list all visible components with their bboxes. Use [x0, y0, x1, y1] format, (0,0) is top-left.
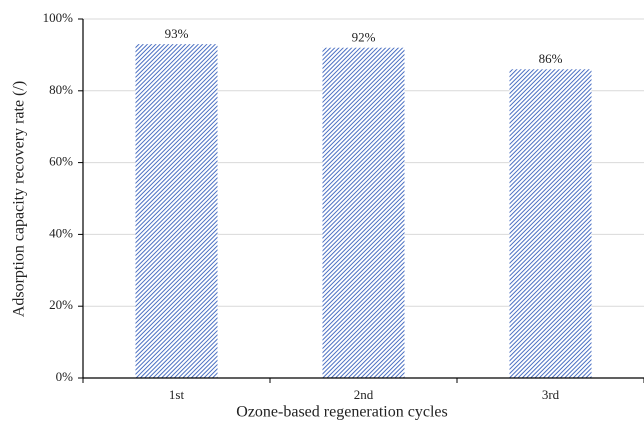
data-label: 92%	[352, 30, 376, 45]
y-tick-label: 40%	[49, 225, 73, 240]
y-tick-label: 20%	[49, 297, 73, 312]
x-axis-title: Ozone-based regeneration cycles	[236, 404, 447, 421]
y-tick-label: 100%	[43, 10, 74, 25]
bar	[135, 44, 218, 378]
y-axis-title: Adsorption capacity recovery rate (/)	[11, 81, 28, 317]
y-tick-label: 60%	[49, 154, 73, 169]
bar	[509, 69, 592, 378]
data-label: 93%	[165, 26, 189, 41]
bar	[322, 47, 405, 378]
data-label: 86%	[539, 51, 563, 66]
x-tick-label: 3rd	[542, 387, 560, 402]
y-tick-label: 80%	[49, 82, 73, 97]
y-tick-label: 0%	[56, 369, 74, 384]
x-tick-label: 2nd	[354, 387, 374, 402]
x-tick-label: 1st	[169, 387, 185, 402]
